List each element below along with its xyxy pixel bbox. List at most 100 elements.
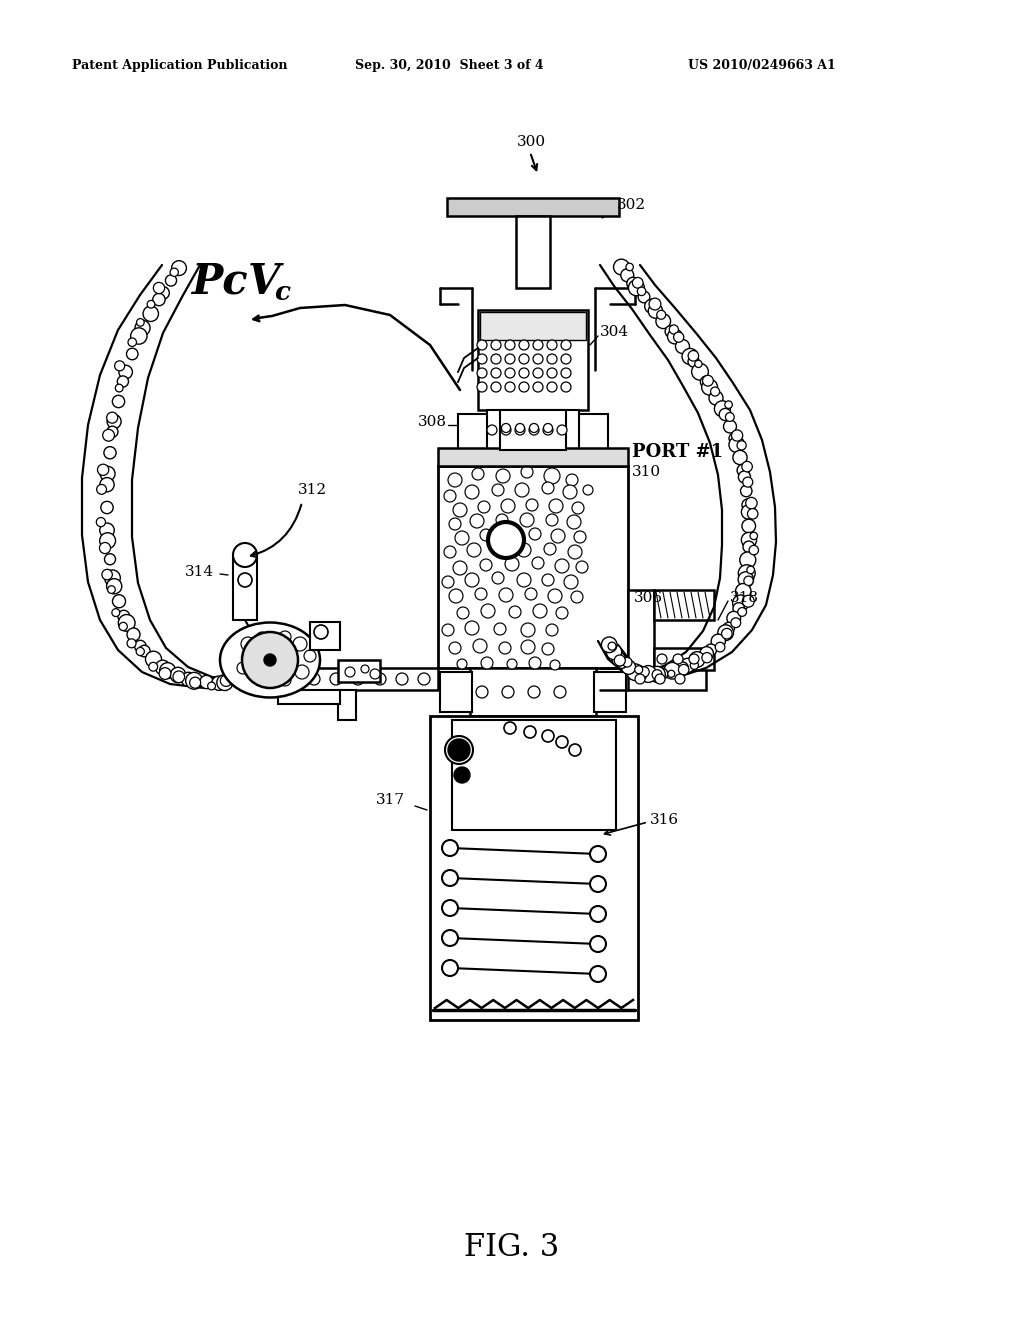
Text: 302: 302 [617,198,646,213]
Circle shape [487,425,497,436]
Circle shape [567,515,581,529]
Circle shape [700,376,713,388]
Text: US 2010/0249663 A1: US 2010/0249663 A1 [688,58,836,71]
Circle shape [702,375,714,385]
Circle shape [99,523,115,537]
Text: 312: 312 [298,483,327,498]
Circle shape [743,576,754,586]
Circle shape [639,667,649,677]
Circle shape [590,846,606,862]
Circle shape [119,622,127,631]
Circle shape [542,574,554,586]
Circle shape [251,668,258,676]
Circle shape [532,557,544,569]
Circle shape [733,450,748,465]
Bar [438,466,628,668]
Circle shape [481,657,493,669]
Circle shape [449,517,461,531]
Circle shape [477,368,487,378]
Circle shape [106,412,118,424]
Circle shape [134,640,146,652]
Circle shape [502,424,511,433]
Circle shape [656,310,666,319]
Circle shape [148,663,158,671]
Circle shape [741,462,753,471]
Circle shape [159,668,171,680]
Circle shape [626,263,634,271]
Circle shape [465,484,479,499]
Circle shape [635,675,645,684]
Circle shape [635,665,643,673]
Circle shape [253,671,267,685]
Circle shape [534,354,543,364]
Circle shape [529,425,539,436]
Circle shape [648,304,663,318]
Circle shape [314,624,328,639]
Circle shape [731,618,740,627]
Text: 304: 304 [600,325,629,339]
Circle shape [505,354,515,364]
Circle shape [733,603,744,614]
Circle shape [143,306,159,322]
Circle shape [490,381,501,392]
Circle shape [590,966,606,982]
Circle shape [561,354,571,364]
Circle shape [136,647,144,656]
Circle shape [649,667,666,682]
Circle shape [546,513,558,525]
Circle shape [542,643,554,655]
Circle shape [521,640,535,653]
Circle shape [449,642,461,653]
Circle shape [212,676,226,690]
Circle shape [519,381,529,392]
Circle shape [561,341,571,350]
Circle shape [457,659,467,669]
Circle shape [556,607,568,619]
Circle shape [519,341,529,350]
Circle shape [241,638,255,651]
Bar [440,672,472,711]
Circle shape [551,529,565,543]
Circle shape [668,671,675,677]
Circle shape [722,628,732,639]
Circle shape [575,561,588,573]
Circle shape [127,639,136,648]
Circle shape [655,675,665,684]
Circle shape [688,351,698,362]
Circle shape [528,686,540,698]
Circle shape [627,277,639,289]
Circle shape [571,591,583,603]
Circle shape [695,360,702,367]
Circle shape [737,465,750,477]
Circle shape [727,611,740,626]
Circle shape [732,595,749,611]
Circle shape [170,668,185,682]
Bar [516,216,550,288]
Circle shape [257,656,268,667]
Circle shape [185,672,203,689]
Circle shape [245,665,259,680]
Circle shape [563,484,577,499]
Circle shape [612,652,626,667]
Circle shape [499,642,511,653]
Circle shape [131,327,147,345]
Circle shape [502,686,514,698]
Circle shape [711,634,725,648]
Circle shape [452,743,466,756]
Circle shape [153,293,165,306]
Circle shape [546,624,558,636]
Circle shape [674,333,684,342]
Circle shape [272,639,283,649]
Circle shape [505,341,515,350]
Bar [470,668,596,715]
Circle shape [275,638,287,649]
Circle shape [675,675,685,684]
Circle shape [738,572,754,587]
Circle shape [555,558,569,573]
Circle shape [561,368,571,378]
Circle shape [478,502,490,513]
Circle shape [718,624,733,640]
Circle shape [590,906,606,921]
Circle shape [689,653,699,664]
Circle shape [504,527,518,541]
